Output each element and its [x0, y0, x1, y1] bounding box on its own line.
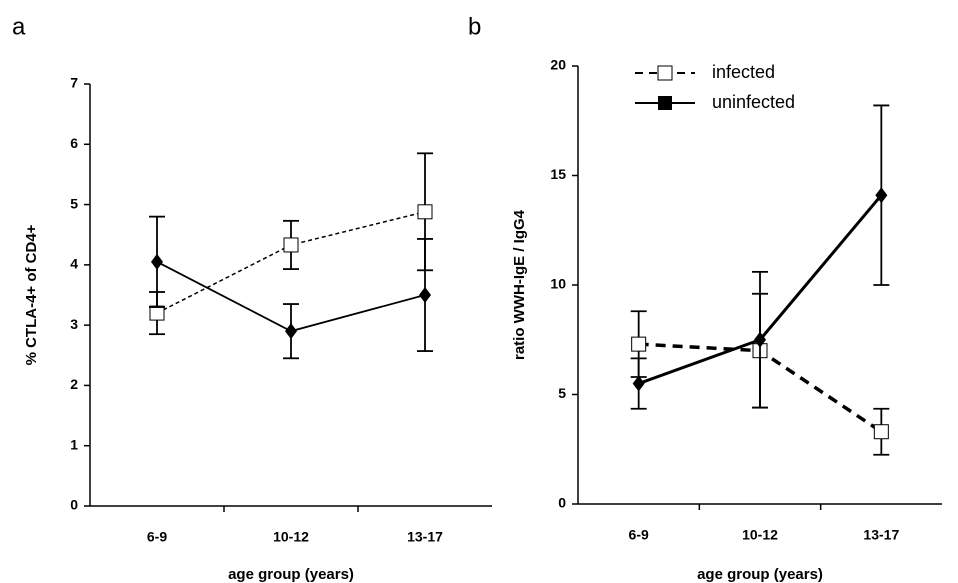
- y-tick-label: 5: [70, 195, 78, 211]
- marker-diamond: [285, 323, 297, 340]
- y-tick-label: 1: [70, 436, 78, 452]
- y-tick-label: 6: [70, 135, 78, 151]
- marker-diamond: [632, 375, 645, 392]
- panel-label: b: [468, 13, 481, 40]
- x-axis-label: age group (years): [697, 566, 823, 583]
- x-tick-label: 13-17: [863, 527, 899, 543]
- y-axis-label: % CTLA-4+ of CD4+: [23, 224, 40, 365]
- x-tick-label: 6-9: [629, 527, 649, 543]
- x-tick-label: 10-12: [742, 527, 778, 543]
- marker-diamond: [875, 187, 888, 204]
- marker-square: [149, 305, 165, 321]
- marker-diamond: [151, 253, 163, 270]
- y-tick-label: 3: [70, 316, 78, 332]
- y-tick-label: 4: [70, 256, 78, 272]
- x-tick-label: 10-12: [273, 529, 309, 545]
- legend-marker: [658, 96, 672, 110]
- marker-square: [417, 204, 433, 220]
- legend-label: infected: [712, 62, 775, 82]
- marker-diamond: [754, 331, 766, 348]
- legend-label: uninfected: [712, 92, 795, 112]
- x-axis-label: age group (years): [228, 566, 354, 583]
- x-tick-label: 13-17: [407, 529, 443, 545]
- panel-label: a: [12, 13, 26, 40]
- y-axis-label: ratio WWH-IgE / IgG4: [511, 209, 528, 360]
- legend-marker: [657, 65, 673, 81]
- marker-diamond: [419, 287, 431, 303]
- y-tick-label: 0: [558, 495, 566, 511]
- y-tick-label: 7: [70, 75, 78, 91]
- y-tick-label: 5: [558, 385, 566, 401]
- y-tick-label: 10: [550, 276, 566, 292]
- marker-square: [873, 424, 889, 440]
- y-tick-label: 0: [70, 497, 78, 513]
- y-tick-label: 15: [550, 166, 566, 182]
- marker-square: [631, 336, 647, 352]
- y-tick-label: 20: [550, 57, 566, 73]
- x-tick-label: 6-9: [147, 529, 167, 545]
- marker-square: [283, 237, 299, 253]
- y-tick-label: 2: [70, 376, 78, 392]
